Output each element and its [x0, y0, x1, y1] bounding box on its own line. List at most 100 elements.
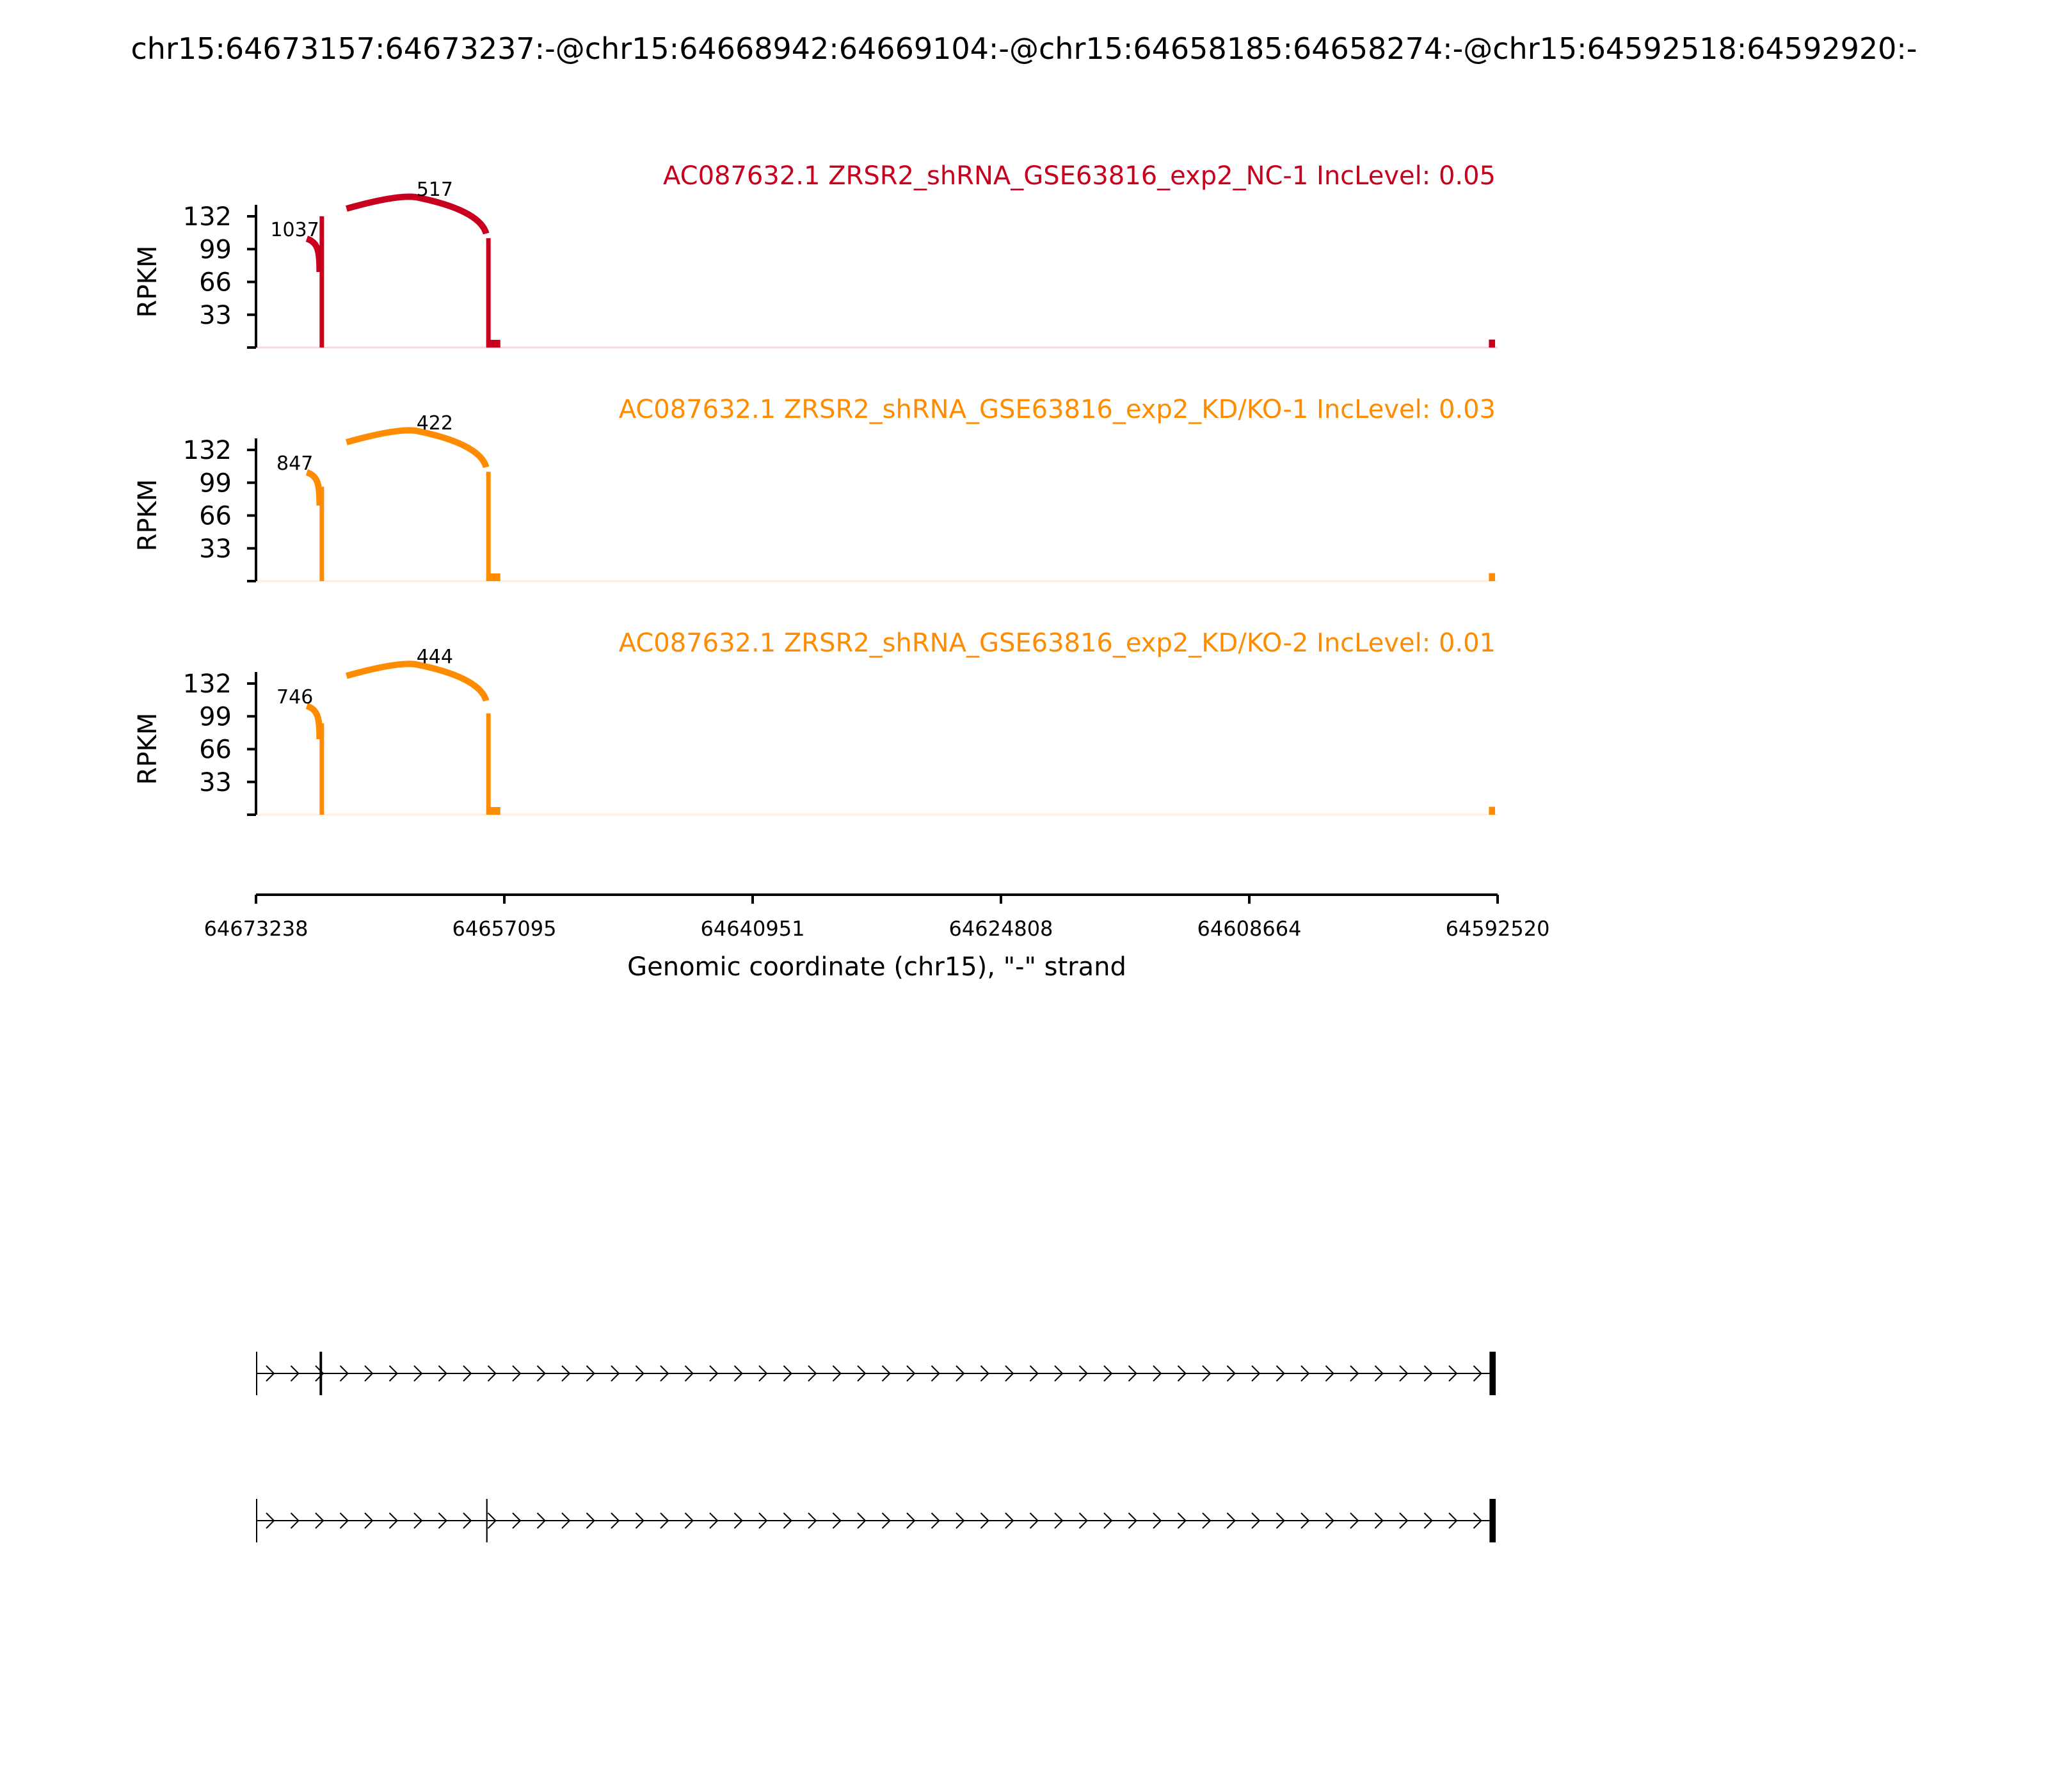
strand-arrow	[660, 1365, 669, 1382]
strand-arrow	[512, 1512, 522, 1529]
strand-arrow	[1029, 1365, 1039, 1382]
figure-title: chr15:64673157:64673237:-@chr15:64668942…	[131, 31, 1917, 66]
strand-arrow	[611, 1365, 620, 1382]
strand-arrow	[1153, 1365, 1162, 1382]
strand-arrow	[1423, 1365, 1433, 1382]
strand-arrow	[1325, 1365, 1334, 1382]
coverage-bar	[319, 723, 324, 815]
strand-arrow	[709, 1512, 719, 1529]
strand-arrow	[832, 1365, 842, 1382]
strand-arrow	[1226, 1512, 1236, 1529]
coverage-bar	[319, 216, 324, 348]
exon-block	[319, 1352, 323, 1395]
x-tick-label: 64640951	[701, 916, 805, 941]
junction-count: 1037	[270, 219, 319, 241]
strand-arrow	[413, 1365, 423, 1382]
strand-arrow	[413, 1512, 423, 1529]
strand-arrow	[1005, 1365, 1014, 1382]
track-3: AC087632.1 ZRSR2_shRNA_GSE63816_exp2_KD/…	[133, 628, 1498, 816]
strand-arrow	[438, 1365, 447, 1382]
y-tick-label: 99	[199, 468, 232, 498]
strand-arrow	[1448, 1365, 1458, 1382]
strand-arrow	[611, 1512, 620, 1529]
strand-arrow	[1300, 1512, 1310, 1529]
strand-arrow	[1251, 1365, 1261, 1382]
strand-arrow	[266, 1365, 275, 1382]
strand-arrow	[339, 1512, 349, 1529]
isoform-1	[256, 1352, 1496, 1395]
strand-arrow	[881, 1512, 891, 1529]
strand-arrow	[956, 1512, 965, 1529]
coverage-bar	[486, 238, 491, 348]
y-tick-label: 33	[199, 768, 232, 797]
strand-arrow	[660, 1512, 669, 1529]
junction-arc	[346, 427, 490, 468]
strand-arrow	[832, 1512, 842, 1529]
exon-block	[256, 1499, 258, 1542]
strand-arrow	[1128, 1512, 1137, 1529]
coverage-tail	[487, 807, 500, 815]
y-tick-label: 99	[199, 702, 232, 732]
coverage-tracks: AC087632.1 ZRSR2_shRNA_GSE63816_exp2_NC-…	[133, 161, 1498, 816]
strand-arrow	[956, 1365, 965, 1382]
exon-block	[486, 1499, 488, 1542]
coverage-bar	[486, 472, 491, 581]
track-title: AC087632.1 ZRSR2_shRNA_GSE63816_exp2_KD/…	[619, 628, 1496, 658]
strand-arrow	[1226, 1365, 1236, 1382]
strand-arrow	[1078, 1365, 1088, 1382]
y-tick-label: 132	[183, 202, 232, 232]
isoform-structures	[256, 1352, 1496, 1542]
track-2: AC087632.1 ZRSR2_shRNA_GSE63816_exp2_KD/…	[133, 395, 1498, 582]
strand-arrow	[931, 1512, 940, 1529]
strand-arrow	[931, 1365, 940, 1382]
strand-arrow	[1374, 1365, 1384, 1382]
strand-arrow	[684, 1365, 694, 1382]
y-axis-label: RPKM	[133, 246, 163, 318]
strand-arrow	[1054, 1512, 1064, 1529]
strand-arrow	[290, 1365, 300, 1382]
track-title: AC087632.1 ZRSR2_shRNA_GSE63816_exp2_NC-…	[663, 161, 1496, 191]
strand-arrow	[709, 1365, 719, 1382]
junction-arc	[305, 236, 323, 273]
strand-arrow	[635, 1512, 644, 1529]
strand-arrow	[1103, 1365, 1113, 1382]
coverage-tail	[487, 340, 500, 348]
strand-arrow	[487, 1512, 497, 1529]
strand-arrow	[1177, 1365, 1187, 1382]
strand-arrow	[783, 1365, 792, 1382]
y-axis-label: RPKM	[133, 479, 163, 552]
strand-arrow	[733, 1512, 743, 1529]
junction-count: 444	[417, 646, 453, 668]
x-tick-label: 64608664	[1197, 916, 1302, 941]
strand-arrow	[1473, 1365, 1482, 1382]
strand-arrow	[438, 1512, 447, 1529]
x-tick-label: 64624808	[949, 916, 1053, 941]
strand-arrow	[1399, 1365, 1409, 1382]
strand-arrow	[1251, 1512, 1261, 1529]
strand-arrow	[315, 1512, 324, 1529]
strand-arrow	[536, 1512, 546, 1529]
y-axis-label: RPKM	[133, 713, 163, 785]
strand-arrow	[536, 1365, 546, 1382]
strand-arrow	[463, 1512, 472, 1529]
strand-arrow	[1399, 1512, 1409, 1529]
strand-arrow	[1325, 1512, 1334, 1529]
strand-arrow	[561, 1365, 571, 1382]
strand-arrow	[1029, 1512, 1039, 1529]
strand-arrow	[388, 1512, 398, 1529]
strand-arrow	[758, 1365, 768, 1382]
strand-arrow	[266, 1512, 275, 1529]
strand-arrow	[1202, 1365, 1212, 1382]
coverage-tail	[487, 573, 500, 581]
strand-arrow	[1005, 1512, 1014, 1529]
strand-arrow	[684, 1512, 694, 1529]
coverage-bar	[319, 486, 324, 581]
strand-arrow	[339, 1365, 349, 1382]
strand-arrow	[1202, 1512, 1212, 1529]
x-tick-label: 64657095	[452, 916, 557, 941]
strand-arrow	[1300, 1365, 1310, 1382]
y-tick-label: 33	[199, 534, 232, 564]
strand-arrow	[1473, 1512, 1482, 1529]
strand-arrow	[1350, 1512, 1359, 1529]
